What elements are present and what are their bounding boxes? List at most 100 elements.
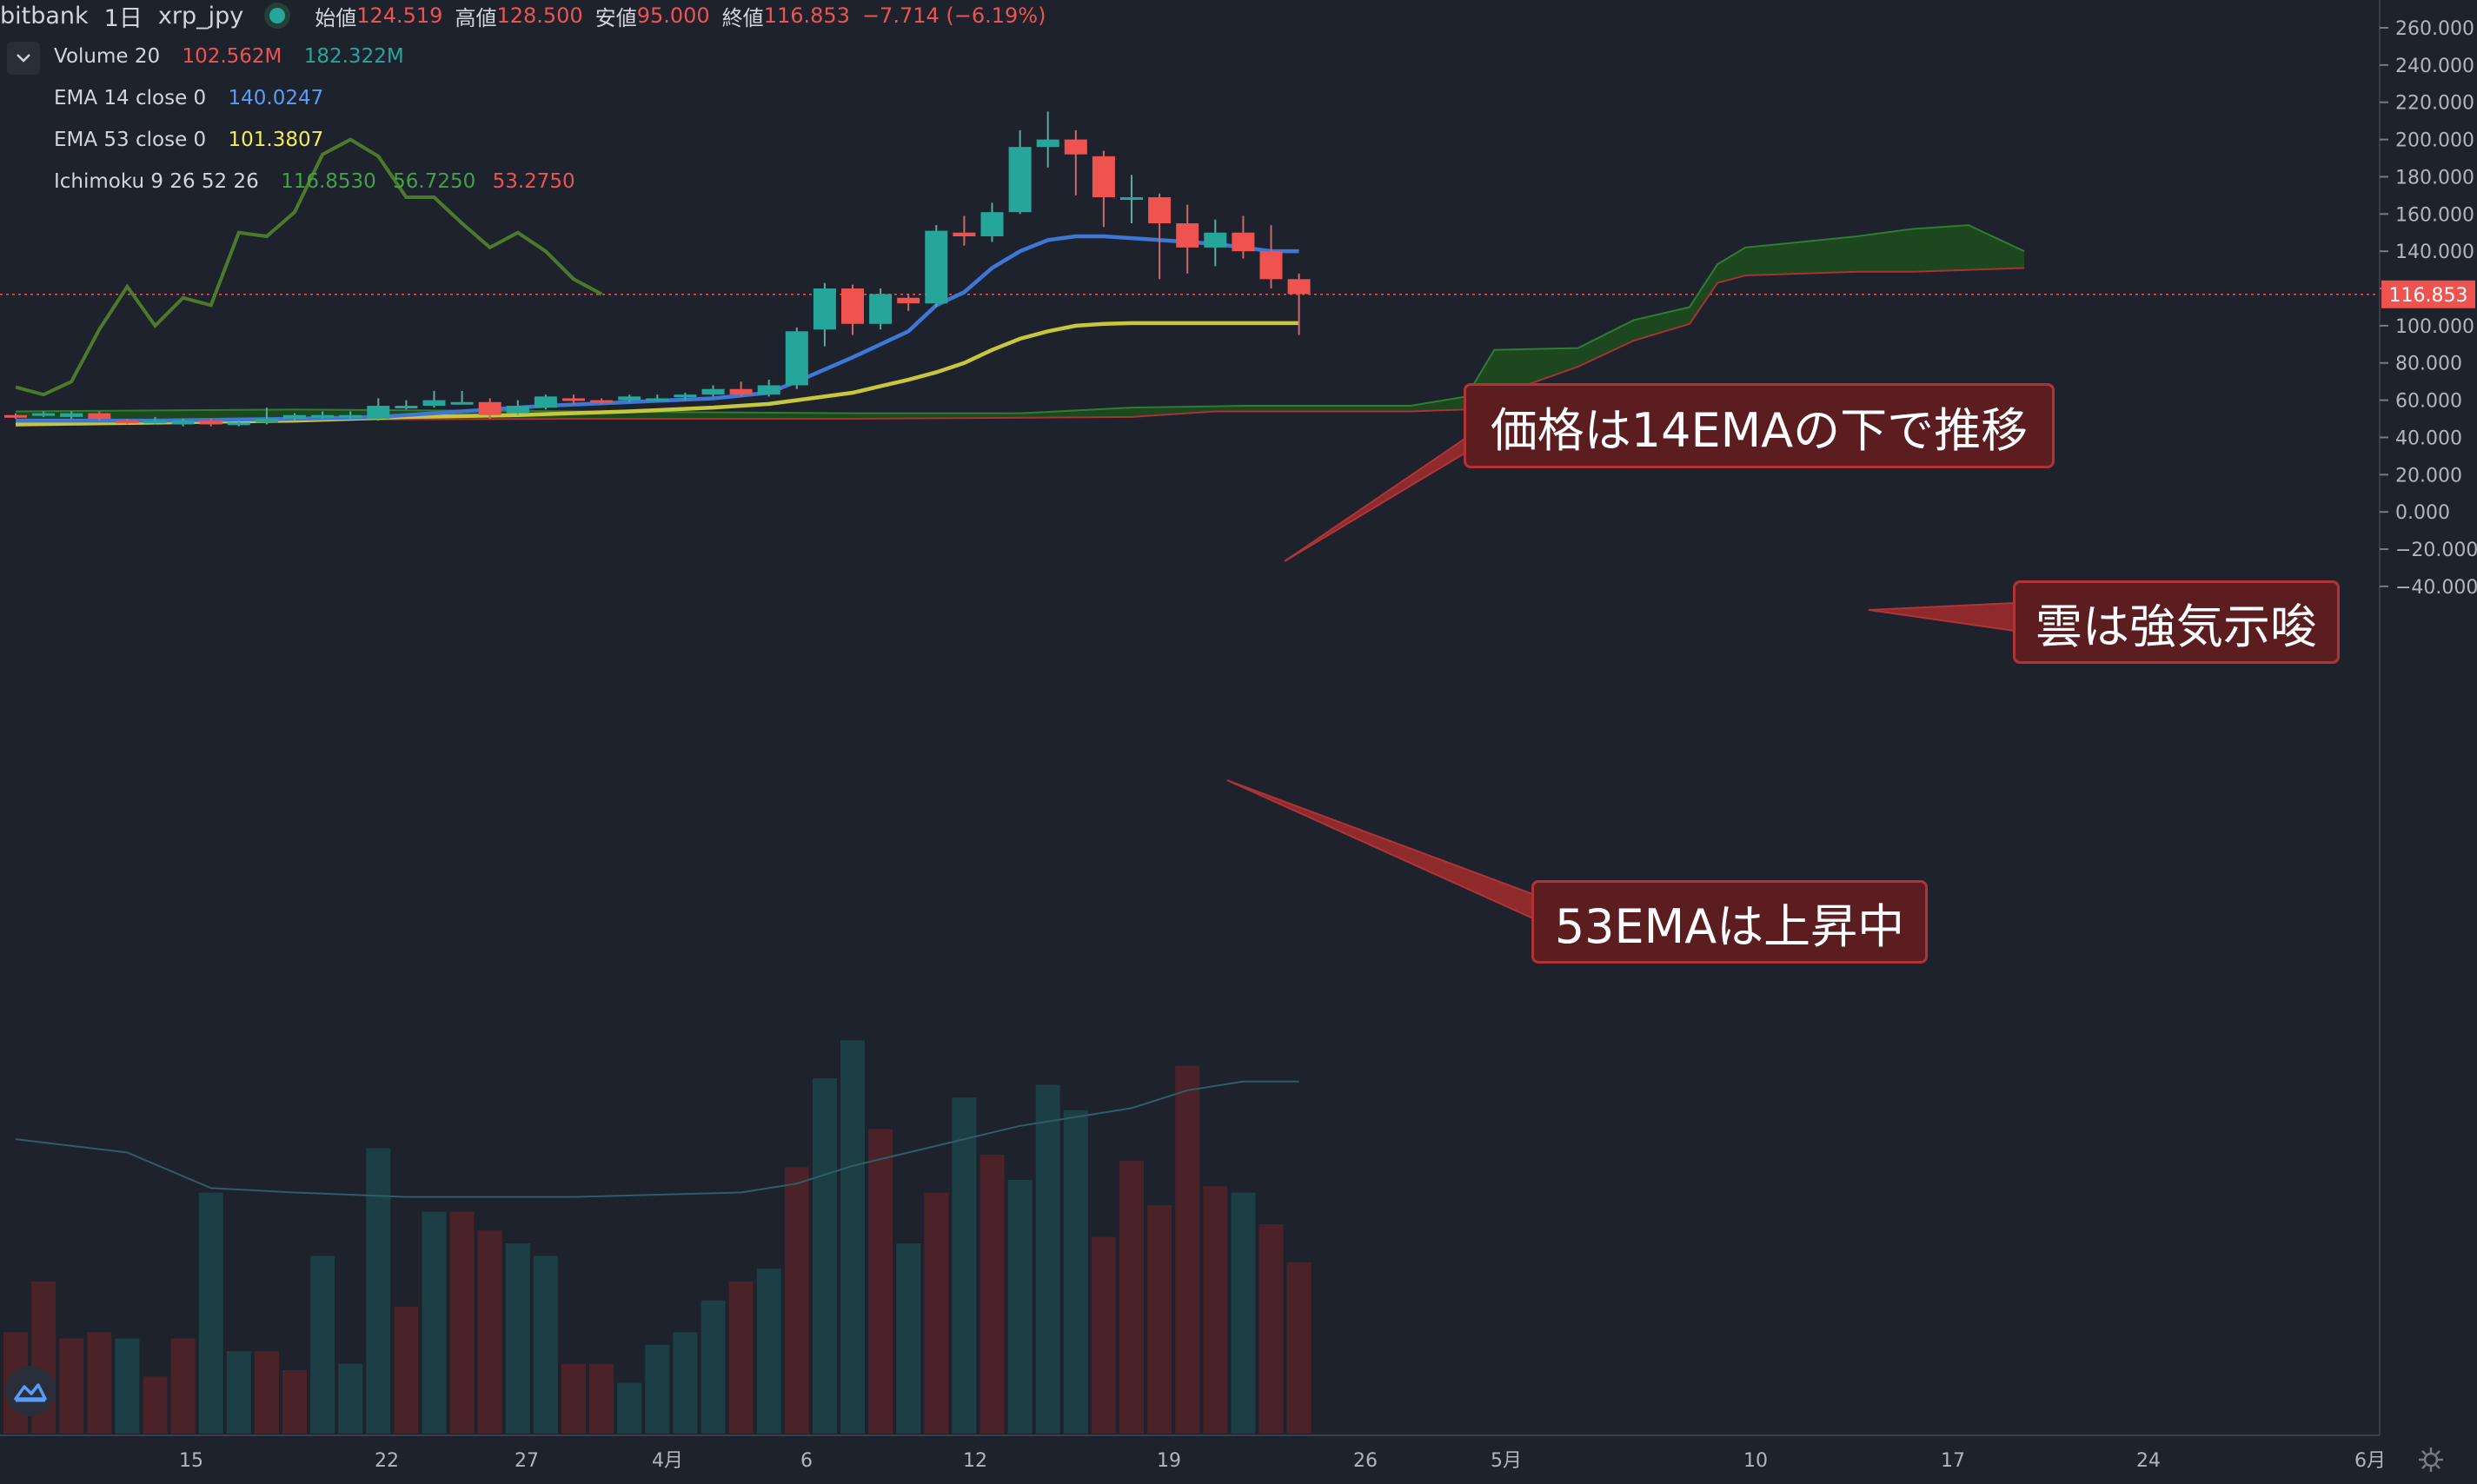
candle-body bbox=[116, 421, 139, 424]
volume-value-2: 182.322M bbox=[303, 45, 404, 68]
volume-bar bbox=[366, 1148, 391, 1434]
candle-body bbox=[60, 413, 83, 417]
ichimoku-value-1: 116.8530 bbox=[281, 170, 376, 193]
legend-ema14[interactable]: EMA 14 close 0 140.0247 bbox=[54, 87, 339, 109]
exchange-name[interactable]: bitbank bbox=[0, 2, 89, 30]
candle-body bbox=[311, 414, 335, 418]
volume-bar bbox=[617, 1382, 642, 1434]
price-tick-label: 140.000 bbox=[2395, 242, 2474, 263]
candle-body bbox=[422, 400, 446, 407]
legend-volume[interactable]: Volume 20 102.562M 182.322M bbox=[54, 45, 420, 68]
candle-body bbox=[785, 331, 808, 386]
volume-bars bbox=[3, 1040, 1312, 1434]
volume-bar bbox=[226, 1351, 251, 1434]
volume-bar bbox=[812, 1078, 837, 1434]
candle-body bbox=[1232, 232, 1255, 252]
legend-ema53[interactable]: EMA 53 close 0 101.3807 bbox=[54, 129, 339, 151]
price-tick-label: 20.000 bbox=[2395, 465, 2462, 487]
low-label: 安値 bbox=[594, 5, 637, 30]
gear-icon[interactable] bbox=[2416, 1445, 2446, 1474]
time-tick-label: 26 bbox=[1353, 1450, 1378, 1472]
volume-bar bbox=[198, 1192, 223, 1434]
candle-body bbox=[4, 414, 27, 418]
candle-body bbox=[701, 388, 725, 395]
volume-bar bbox=[980, 1154, 1005, 1434]
volume-bar bbox=[589, 1363, 614, 1434]
candle-body bbox=[367, 406, 390, 420]
candle-body bbox=[1092, 156, 1115, 198]
candle-body bbox=[1120, 197, 1143, 201]
volume-bar bbox=[115, 1338, 140, 1434]
time-tick-label: 22 bbox=[375, 1450, 399, 1472]
chevron-down-icon[interactable] bbox=[7, 42, 40, 75]
price-tick-label: 240.000 bbox=[2395, 56, 2474, 77]
price-tick-label: 100.000 bbox=[2395, 316, 2474, 338]
indicator-name: EMA 53 close 0 bbox=[54, 129, 207, 151]
candle-body bbox=[757, 385, 780, 395]
candle-body bbox=[897, 297, 920, 304]
time-tick-label: 27 bbox=[515, 1450, 539, 1472]
last-price-badge bbox=[2381, 280, 2475, 308]
candle-body bbox=[674, 394, 697, 398]
market-status-icon bbox=[269, 8, 286, 23]
volume-bar bbox=[1286, 1262, 1312, 1434]
price-tick-label: −20.000 bbox=[2395, 540, 2477, 561]
price-tick-label: 60.000 bbox=[2395, 391, 2462, 413]
candle-body bbox=[841, 288, 864, 324]
open-value: 124.519 bbox=[356, 3, 443, 28]
volume-value-1: 102.562M bbox=[182, 45, 282, 68]
time-tick-label: 5月 bbox=[1491, 1450, 1522, 1472]
ichimoku-cloud bbox=[15, 224, 2025, 422]
time-tick-label: 6 bbox=[800, 1450, 813, 1472]
volume-bar bbox=[728, 1281, 754, 1434]
volume-bar bbox=[784, 1167, 809, 1434]
candle-body bbox=[980, 212, 1004, 237]
tradingview-logo-icon[interactable] bbox=[5, 1366, 56, 1416]
symbol-name[interactable]: xrp_jpy bbox=[157, 2, 244, 30]
candle-body bbox=[1008, 147, 1032, 213]
callout-pointers bbox=[1226, 427, 2015, 921]
volume-bar bbox=[422, 1211, 447, 1434]
candle-body bbox=[1176, 223, 1199, 248]
candle-body bbox=[953, 232, 976, 237]
price-tick-label: 200.000 bbox=[2395, 130, 2474, 152]
volume-bar bbox=[143, 1376, 168, 1434]
volume-bar bbox=[561, 1363, 586, 1434]
time-tick-label: 12 bbox=[963, 1450, 987, 1472]
price-change: −7.714 (−6.19%) bbox=[861, 3, 1046, 28]
candle-body bbox=[506, 406, 529, 414]
volume-bar bbox=[505, 1243, 530, 1434]
time-tick-label: 19 bbox=[1157, 1450, 1181, 1472]
candle-body bbox=[171, 421, 195, 425]
volume-bar bbox=[1231, 1192, 1256, 1434]
candle-body bbox=[227, 422, 250, 426]
callout-pointer-cloud bbox=[1868, 601, 2015, 633]
time-tick-label: 6月 bbox=[2354, 1450, 2386, 1472]
volume-bar bbox=[1063, 1110, 1088, 1434]
volume-bar bbox=[170, 1338, 196, 1434]
ema14-value: 140.0247 bbox=[228, 87, 324, 109]
volume-bar bbox=[254, 1351, 279, 1434]
indicator-name: Volume 20 bbox=[54, 45, 161, 68]
volume-bar bbox=[1258, 1224, 1284, 1434]
volume-bar bbox=[1147, 1205, 1172, 1434]
volume-bar bbox=[840, 1040, 865, 1434]
volume-bar bbox=[1203, 1186, 1228, 1434]
cloud-span-b-line bbox=[15, 267, 2025, 422]
price-tick-label: 0.000 bbox=[2395, 502, 2450, 524]
legend-ichimoku[interactable]: Ichimoku 9 26 52 26 116.8530 56.7250 53.… bbox=[54, 170, 591, 193]
candle-body bbox=[88, 413, 111, 420]
volume-bar bbox=[310, 1255, 335, 1434]
ema53-value: 101.3807 bbox=[228, 129, 324, 151]
cloud-fill bbox=[16, 225, 2025, 421]
volume-bar bbox=[1119, 1161, 1144, 1434]
volume-bar bbox=[1091, 1236, 1116, 1434]
candle-body bbox=[1148, 197, 1172, 224]
annotation-cloud: 雲は強気示唆 bbox=[2013, 580, 2340, 664]
candle-body bbox=[450, 401, 474, 405]
interval-label[interactable]: 1日 bbox=[103, 4, 143, 32]
callout-pointer-ema14 bbox=[1284, 427, 1480, 562]
ichimoku-value-2: 56.7250 bbox=[393, 170, 476, 193]
